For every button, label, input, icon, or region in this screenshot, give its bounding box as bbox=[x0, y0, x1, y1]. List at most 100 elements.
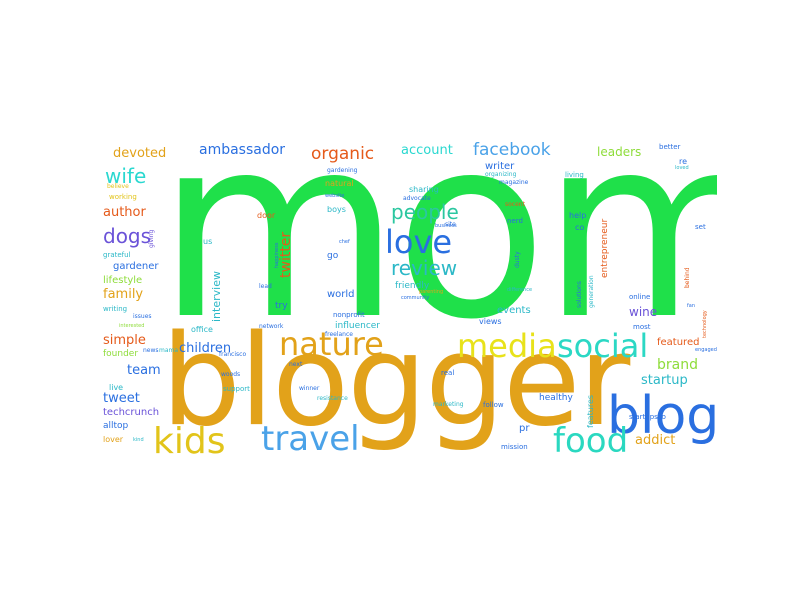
word-events: events bbox=[497, 305, 531, 316]
word-leaders: leaders bbox=[597, 145, 642, 159]
word-website: website bbox=[325, 193, 345, 199]
word-organic: organic bbox=[311, 144, 375, 164]
word-facebook: facebook bbox=[473, 140, 551, 160]
word-interested: interested bbox=[119, 323, 145, 329]
word-gardener: gardener bbox=[113, 261, 159, 272]
word-social: social bbox=[557, 327, 649, 365]
word-freelance: freelance bbox=[325, 331, 353, 338]
word-startup: startup bbox=[641, 373, 688, 388]
word-woods: woods bbox=[221, 371, 241, 378]
word-interview: interview bbox=[210, 271, 223, 322]
word-loved: loved bbox=[675, 165, 689, 171]
word-friendly: friendly bbox=[395, 281, 430, 291]
word-writing: writing bbox=[103, 305, 128, 313]
word-us: us bbox=[203, 237, 213, 246]
word-try: try bbox=[275, 301, 288, 311]
word-fan: fan bbox=[687, 303, 695, 309]
word-winner: winner bbox=[299, 385, 320, 392]
word-lead: lead bbox=[259, 283, 272, 290]
word-people: people bbox=[391, 200, 459, 224]
word-parenting: parenting bbox=[419, 289, 444, 295]
word-door: door bbox=[257, 211, 276, 220]
word-behind: behind bbox=[684, 267, 691, 288]
word-nature: nature bbox=[279, 325, 384, 363]
word-set: set bbox=[695, 223, 706, 231]
word-team: team bbox=[127, 363, 161, 378]
word-co: co bbox=[575, 223, 585, 232]
word-nonprofit: nonprofit bbox=[333, 311, 365, 319]
word-community: community bbox=[401, 295, 430, 301]
word-business: business bbox=[435, 223, 457, 229]
word-twitter: twitter bbox=[278, 231, 294, 278]
word-magazine: magazine bbox=[499, 179, 529, 186]
word-kind: kind bbox=[133, 437, 144, 443]
word-kids: kids bbox=[153, 421, 226, 459]
word-healthy: healthy bbox=[539, 393, 573, 403]
word-marketing: marketing bbox=[433, 401, 464, 408]
word-views: views bbox=[479, 317, 502, 326]
word-media: media bbox=[457, 327, 557, 365]
word-wife: wife bbox=[105, 164, 147, 188]
word-news: news bbox=[143, 347, 159, 354]
word-featured: featured bbox=[657, 337, 700, 348]
word-advocate: advocate bbox=[403, 195, 431, 202]
word-dusty: dusty bbox=[514, 251, 521, 268]
word-better: better bbox=[659, 143, 681, 151]
word-natural: natural bbox=[325, 179, 354, 188]
word-addict: addict bbox=[635, 433, 676, 448]
word-issues: issues bbox=[133, 313, 152, 320]
word-review: review bbox=[391, 256, 458, 280]
word-network: network bbox=[259, 323, 284, 330]
word-francisco: francisco bbox=[219, 351, 247, 358]
word-family: family bbox=[103, 287, 144, 302]
word-mama: mama bbox=[159, 347, 179, 354]
word-support: support bbox=[223, 385, 250, 393]
word-live: live bbox=[109, 383, 124, 392]
word-help: help bbox=[569, 211, 587, 220]
word-boys: boys bbox=[327, 205, 346, 214]
word-author: author bbox=[103, 205, 146, 220]
word-organizing: organizing bbox=[485, 171, 517, 178]
word-mom: mom bbox=[157, 138, 717, 374]
word-alltop: alltop bbox=[103, 421, 129, 431]
word-pr: pr bbox=[519, 423, 530, 434]
word-children: children bbox=[179, 341, 232, 356]
word-solutions: solutions bbox=[576, 281, 583, 308]
word-wine: wine bbox=[629, 305, 658, 319]
word-founder: founder bbox=[103, 349, 139, 359]
word-believe: believe bbox=[107, 183, 129, 190]
word-go: go bbox=[327, 251, 339, 261]
word-food: food bbox=[553, 421, 629, 458]
word-travel: travel bbox=[261, 419, 360, 458]
word-blog: blog bbox=[607, 386, 717, 446]
word-most: most bbox=[633, 323, 651, 331]
word-socent: socent bbox=[505, 201, 525, 208]
word-nerd: nerd bbox=[507, 217, 523, 225]
word-lover: lover bbox=[103, 435, 124, 444]
word-sharing: sharing bbox=[409, 185, 439, 194]
word-happiness: happiness bbox=[274, 242, 280, 268]
word-working: working bbox=[109, 193, 137, 201]
word-next: next bbox=[289, 361, 303, 368]
word-love: love bbox=[385, 223, 453, 261]
word-dogs: dogs bbox=[103, 224, 152, 248]
word-office: office bbox=[191, 325, 213, 334]
word-follow: follow bbox=[483, 401, 504, 409]
word-chef: chef bbox=[339, 239, 350, 245]
word-cloud: mom blogger blog kids travel food media … bbox=[99, 138, 717, 458]
word-resistance: resistance bbox=[317, 395, 348, 402]
word-generation: generation bbox=[588, 275, 595, 308]
word-world: world bbox=[327, 289, 355, 300]
word-giving: giving bbox=[148, 229, 155, 248]
word-entrepreneur: entrepreneur bbox=[600, 218, 610, 278]
word-site: site bbox=[445, 221, 456, 228]
word-difference: difference bbox=[507, 287, 533, 293]
word-gardening: gardening bbox=[327, 167, 358, 174]
word-ambassador: ambassador bbox=[199, 142, 286, 158]
word-startupsco: startupsco bbox=[629, 413, 666, 421]
word-mission: mission bbox=[501, 443, 528, 451]
word-real: real bbox=[441, 369, 455, 377]
word-techcrunch: techcrunch bbox=[103, 407, 160, 418]
word-online: online bbox=[629, 293, 651, 301]
word-lifestyle: lifestyle bbox=[103, 275, 143, 286]
